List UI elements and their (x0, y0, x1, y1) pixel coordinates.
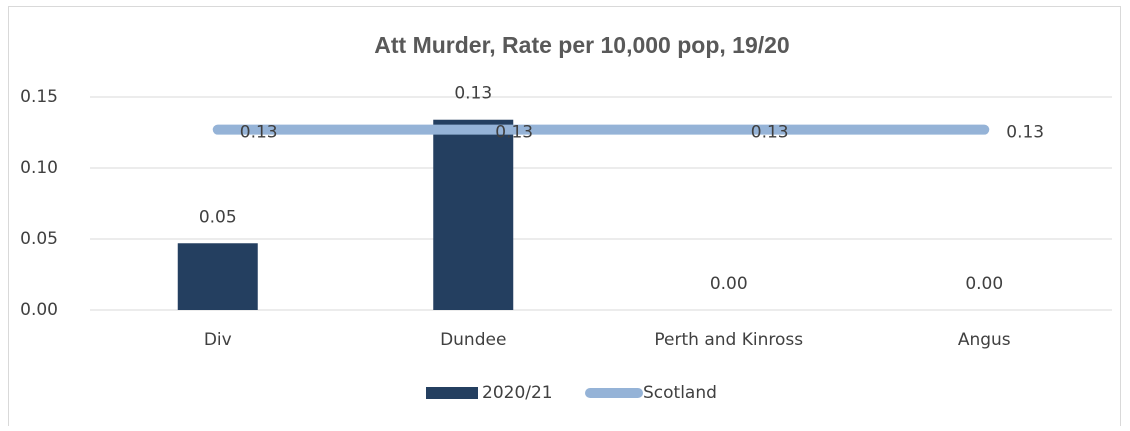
data-label: 0.13 (495, 123, 533, 143)
x-tick-label: Angus (958, 330, 1011, 350)
bar (177, 243, 258, 310)
legend-swatch (426, 387, 478, 399)
data-label: 0.13 (454, 84, 492, 104)
legend-label: 2020/21 (482, 383, 553, 403)
data-label: 0.00 (965, 274, 1003, 294)
data-label: 0.13 (751, 123, 789, 143)
chart-title: Att Murder, Rate per 10,000 pop, 19/20 (374, 32, 789, 58)
y-tick-label: 0.15 (20, 87, 58, 107)
data-label: 0.13 (1006, 123, 1044, 143)
bar (433, 119, 514, 310)
y-tick-label: 0.00 (20, 300, 58, 320)
y-tick-label: 0.05 (20, 229, 58, 249)
y-tick-label: 0.10 (20, 158, 58, 178)
data-label: 0.05 (199, 207, 237, 227)
data-label: 0.13 (240, 123, 278, 143)
legend-label: Scotland (643, 383, 717, 403)
x-tick-label: Dundee (440, 330, 506, 350)
chart-frame (8, 6, 1121, 431)
x-tick-label: Perth and Kinross (654, 330, 803, 350)
x-tick-label: Div (204, 330, 232, 350)
data-label: 0.00 (710, 274, 748, 294)
